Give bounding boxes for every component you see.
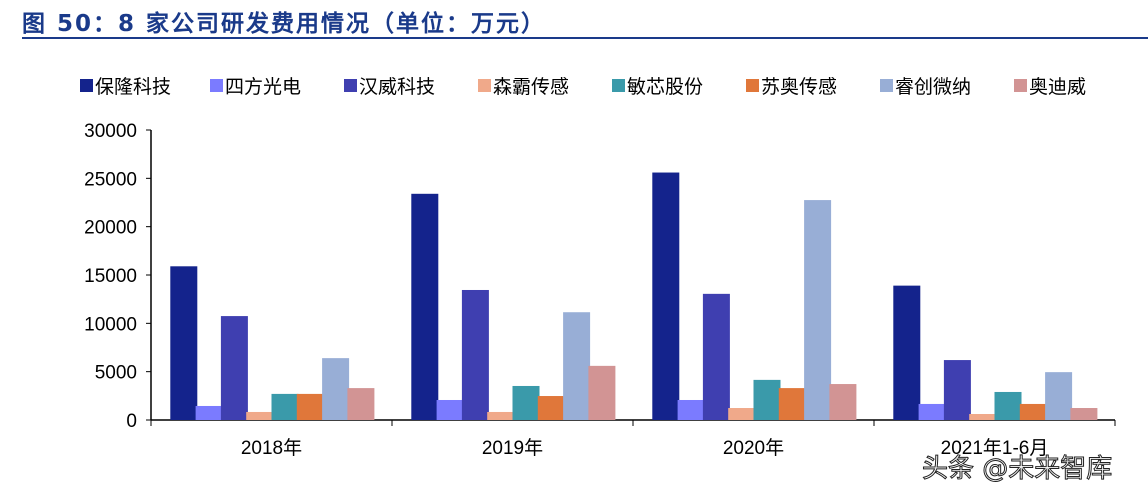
bar-睿创微纳 bbox=[322, 358, 350, 420]
bar-奥迪威 bbox=[588, 365, 616, 420]
legend-swatch bbox=[80, 79, 93, 92]
bar-奥迪威 bbox=[347, 388, 375, 420]
bar-汉威科技 bbox=[220, 316, 248, 420]
bar-苏奥传感 bbox=[778, 388, 806, 420]
legend-label: 奥迪威 bbox=[1029, 76, 1086, 98]
bar-保隆科技 bbox=[411, 193, 439, 420]
bar-保隆科技 bbox=[170, 266, 198, 420]
bar-森霸传感 bbox=[487, 411, 515, 420]
watermark: 头条 @未来智库 bbox=[921, 454, 1113, 485]
bar-四方光电 bbox=[436, 399, 464, 420]
bar-四方光电 bbox=[195, 405, 223, 420]
legend-swatch bbox=[478, 79, 491, 92]
legend-label: 森霸传感 bbox=[493, 76, 569, 98]
bar-苏奥传感 bbox=[1019, 403, 1047, 420]
bar-奥迪威 bbox=[1070, 408, 1098, 420]
bar-森霸传感 bbox=[969, 414, 997, 420]
legend-label: 苏奥传感 bbox=[761, 76, 837, 98]
legend-label: 四方光电 bbox=[225, 76, 301, 98]
bar-四方光电 bbox=[918, 403, 946, 420]
legend-label: 汉威科技 bbox=[359, 76, 435, 98]
bar-睿创微纳 bbox=[563, 312, 591, 420]
bar-敏芯股份 bbox=[994, 391, 1022, 420]
bar-苏奥传感 bbox=[537, 396, 565, 420]
figure-title: 图 50：8 家公司研发费用情况（单位：万元） bbox=[22, 11, 547, 37]
bar-睿创微纳 bbox=[1045, 372, 1073, 420]
bar-保隆科技 bbox=[893, 285, 921, 420]
bar-敏芯股份 bbox=[512, 385, 540, 420]
bar-汉威科技 bbox=[702, 293, 730, 420]
y-tick-label: 25000 bbox=[84, 169, 137, 190]
y-tick-label: 5000 bbox=[95, 363, 137, 384]
y-tick-label: 30000 bbox=[84, 121, 137, 142]
bar-汉威科技 bbox=[461, 289, 489, 420]
bar-敏芯股份 bbox=[753, 379, 781, 420]
x-tick-label: 2021年1-6月 bbox=[941, 437, 1049, 459]
bar-保隆科技 bbox=[652, 172, 680, 420]
bar-森霸传感 bbox=[728, 408, 756, 420]
bar-森霸传感 bbox=[246, 411, 274, 420]
title-rule bbox=[22, 37, 1148, 39]
x-tick-label: 2018年 bbox=[241, 437, 302, 459]
y-tick-label: 15000 bbox=[84, 266, 137, 287]
legend-swatch bbox=[880, 79, 893, 92]
legend-swatch bbox=[746, 79, 759, 92]
bar-四方光电 bbox=[677, 399, 705, 420]
legend-swatch bbox=[344, 79, 357, 92]
bar-奥迪威 bbox=[829, 384, 857, 420]
legend-swatch bbox=[612, 79, 625, 92]
y-tick-label: 10000 bbox=[84, 314, 137, 335]
x-tick-label: 2020年 bbox=[723, 437, 784, 459]
legend-label: 保隆科技 bbox=[95, 76, 171, 98]
y-tick-label: 20000 bbox=[84, 218, 137, 239]
bar-汉威科技 bbox=[943, 360, 971, 420]
legend-label: 敏芯股份 bbox=[627, 76, 703, 98]
bar-敏芯股份 bbox=[271, 393, 299, 420]
legend-swatch bbox=[1014, 79, 1027, 92]
legend-label: 睿创微纳 bbox=[895, 76, 971, 98]
bar-苏奥传感 bbox=[296, 393, 324, 420]
bar-睿创微纳 bbox=[804, 200, 832, 420]
x-tick-label: 2019年 bbox=[482, 437, 543, 459]
legend-swatch bbox=[210, 79, 223, 92]
y-tick-label: 0 bbox=[126, 411, 137, 432]
